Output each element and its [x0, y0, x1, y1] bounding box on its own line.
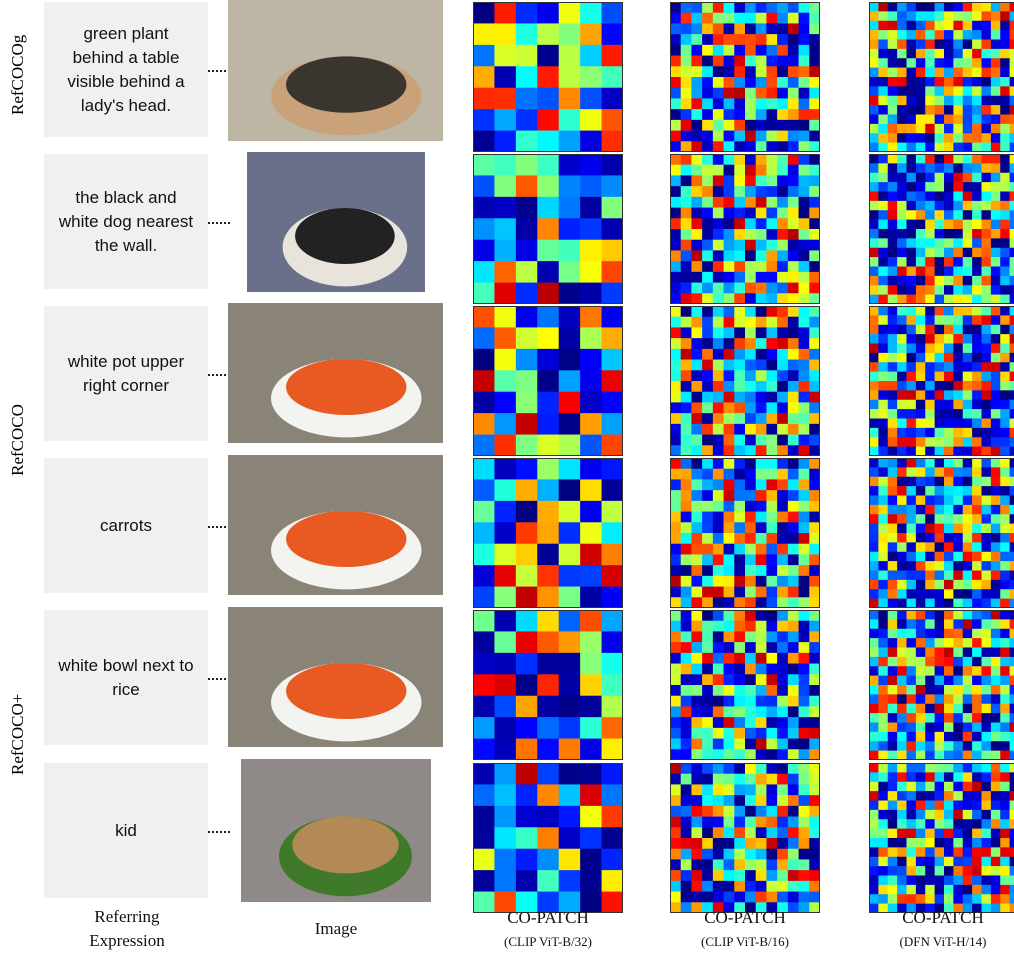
expression-box: kid	[44, 763, 208, 898]
heatmap	[869, 2, 1014, 152]
group-label: RefCOCO+	[8, 693, 27, 775]
connector	[208, 374, 230, 376]
method-name: CO-PATCH	[507, 908, 589, 927]
connector	[208, 831, 230, 833]
column-label: Image	[314, 919, 358, 938]
heatmap	[473, 610, 623, 760]
heatmap	[869, 610, 1014, 760]
heatmap	[670, 610, 820, 760]
expression-box: the black and white dog nearest the wall…	[44, 154, 208, 289]
group-label: RefCOCOg	[8, 34, 27, 115]
group-label: RefCOCO	[8, 404, 27, 476]
photo	[247, 152, 425, 292]
column-label: Referring	[94, 907, 160, 926]
photo	[228, 0, 443, 141]
connector	[208, 222, 230, 224]
connector	[208, 70, 230, 72]
expression-box: white bowl next to rice	[44, 610, 208, 745]
photo	[241, 759, 431, 902]
heatmap	[473, 2, 623, 152]
connector	[208, 678, 230, 680]
heatmap	[869, 763, 1014, 913]
photo	[228, 303, 443, 443]
heatmap	[473, 458, 623, 608]
heatmap	[670, 2, 820, 152]
method-model: (CLIP ViT-B/32)	[504, 934, 592, 949]
expression-box: white pot upper right corner	[44, 306, 208, 441]
photo	[228, 607, 443, 747]
photo	[228, 455, 443, 595]
heatmap	[869, 306, 1014, 456]
connector	[208, 526, 230, 528]
heatmap	[473, 306, 623, 456]
method-name: CO-PATCH	[902, 908, 984, 927]
expression-box: carrots	[44, 458, 208, 593]
heatmap	[670, 154, 820, 304]
heatmap	[670, 763, 820, 913]
heatmap	[473, 154, 623, 304]
expression-box: green plant behind a table visible behin…	[44, 2, 208, 137]
column-label: Expression	[89, 931, 165, 950]
heatmap	[670, 458, 820, 608]
heatmap	[670, 306, 820, 456]
method-name: CO-PATCH	[704, 908, 786, 927]
method-model: (DFN ViT-H/14)	[899, 934, 987, 949]
heatmap	[869, 458, 1014, 608]
heatmap	[473, 763, 623, 913]
heatmap	[869, 154, 1014, 304]
method-model: (CLIP ViT-B/16)	[701, 934, 789, 949]
